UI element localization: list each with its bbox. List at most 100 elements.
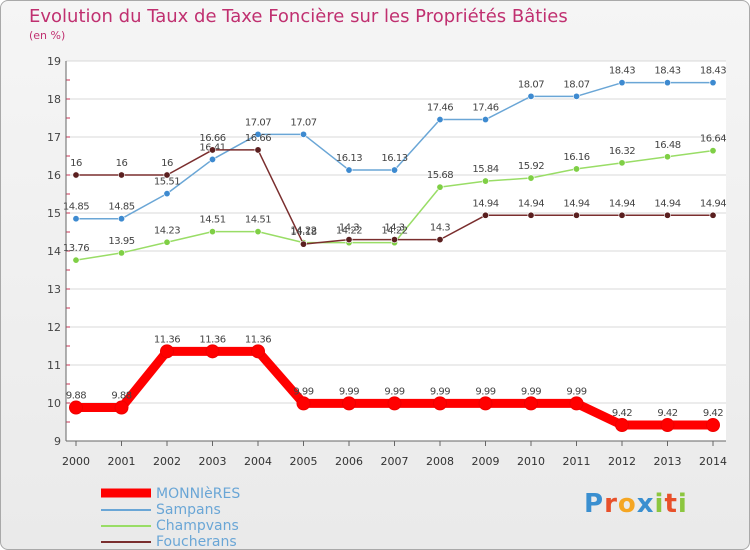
x-tick-label: 2005 — [290, 455, 318, 468]
data-point — [118, 249, 126, 257]
data-label: 14.23 — [154, 225, 180, 236]
legend-swatch-sampans — [101, 509, 151, 511]
y-tick-label: 17 — [47, 131, 61, 144]
data-point — [118, 171, 126, 179]
data-point — [390, 236, 398, 244]
y-tick-label: 9 — [54, 435, 61, 448]
data-point — [387, 396, 402, 411]
data-label: 9.99 — [475, 386, 495, 397]
data-label: 18.07 — [563, 79, 589, 90]
data-label: 16.32 — [609, 146, 635, 157]
data-point — [615, 418, 629, 433]
logo-letter: x — [636, 489, 655, 519]
data-label: 14.22 — [290, 226, 316, 237]
data-point — [481, 116, 489, 124]
data-label: 14.18 — [290, 227, 316, 238]
data-label: 15.92 — [518, 161, 544, 172]
data-label: 16.48 — [654, 140, 680, 151]
y-tick-label: 12 — [47, 321, 61, 334]
data-label: 14.3 — [430, 223, 450, 234]
data-label: 16.66 — [245, 133, 271, 144]
data-point — [618, 79, 626, 87]
data-label: 14.94 — [654, 198, 680, 209]
data-point — [527, 92, 535, 100]
data-label: 15.68 — [427, 170, 453, 181]
logo-letter: i — [654, 489, 665, 519]
y-tick-label: 18 — [47, 93, 61, 106]
legend-label-foucherans: Foucherans — [156, 534, 237, 550]
data-point — [69, 400, 83, 415]
data-point — [572, 165, 580, 173]
data-point — [436, 116, 444, 124]
data-label: 14.94 — [609, 198, 635, 209]
data-label: 9.99 — [566, 386, 586, 397]
x-tick-label: 2006 — [335, 455, 363, 468]
data-label: 9.99 — [430, 386, 450, 397]
data-label: 15.84 — [472, 164, 498, 175]
data-label: 17.07 — [245, 117, 271, 128]
x-tick-label: 2007 — [381, 455, 409, 468]
data-point — [345, 166, 353, 174]
data-label: 9.88 — [111, 391, 131, 402]
legend-label-sampans: Sampans — [156, 502, 221, 518]
data-label: 11.36 — [154, 334, 180, 345]
data-point — [72, 215, 80, 223]
data-point — [618, 211, 626, 219]
x-tick-label: 2003 — [199, 455, 227, 468]
data-point — [481, 211, 489, 219]
data-point — [163, 238, 171, 246]
data-label: 9.42 — [657, 408, 677, 419]
data-point — [663, 79, 671, 87]
data-point — [205, 344, 220, 359]
legend-label-champvans: Champvans — [156, 518, 239, 534]
data-point — [569, 396, 584, 411]
data-point — [72, 256, 80, 264]
x-tick-label: 2014 — [699, 455, 727, 468]
data-point — [254, 228, 262, 236]
data-point — [345, 236, 353, 244]
data-point — [299, 130, 307, 138]
data-point — [709, 211, 717, 219]
data-label: 14.94 — [700, 198, 726, 209]
data-point — [478, 396, 493, 411]
data-label: 14.3 — [339, 223, 359, 234]
x-tick-label: 2011 — [563, 455, 591, 468]
data-point — [209, 228, 217, 236]
data-label: 14.94 — [472, 198, 498, 209]
data-label: 16.16 — [563, 152, 589, 163]
data-label: 18.43 — [654, 66, 680, 77]
data-point — [572, 92, 580, 100]
y-tick-label: 19 — [47, 55, 61, 68]
data-label: 9.88 — [66, 391, 86, 402]
data-point — [209, 155, 217, 163]
y-tick-label: 16 — [47, 169, 61, 182]
data-point — [118, 215, 126, 223]
y-tick-label: 13 — [47, 283, 61, 296]
data-point — [618, 159, 626, 167]
data-label: 14.94 — [518, 198, 544, 209]
y-tick-label: 14 — [47, 245, 61, 258]
data-label: 16.66 — [199, 133, 225, 144]
data-label: 11.36 — [199, 334, 225, 345]
data-label: 9.99 — [384, 386, 404, 397]
data-point — [481, 177, 489, 185]
logo-letter: i — [677, 489, 688, 519]
data-label: 14.22 — [381, 226, 407, 237]
data-point — [527, 174, 535, 182]
data-label: 17.46 — [472, 103, 498, 114]
chart-title: Evolution du Taux de Taxe Foncière sur l… — [29, 6, 568, 27]
x-tick-label: 2013 — [654, 455, 682, 468]
data-label: 9.99 — [293, 386, 313, 397]
data-point — [72, 171, 80, 179]
data-point — [436, 183, 444, 191]
data-point — [433, 396, 447, 411]
data-label: 13.76 — [63, 243, 89, 254]
data-point — [342, 396, 356, 411]
data-label: 16 — [161, 158, 173, 169]
data-point — [524, 396, 538, 411]
data-label: 17.07 — [290, 117, 316, 128]
data-label: 18.43 — [700, 66, 726, 77]
data-point — [572, 211, 580, 219]
data-label: 14.85 — [63, 202, 89, 213]
data-label: 9.42 — [612, 408, 632, 419]
